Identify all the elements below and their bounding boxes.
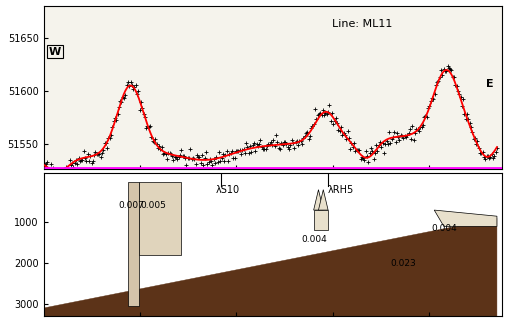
Text: E: E	[486, 79, 494, 89]
Text: 0.004: 0.004	[302, 235, 327, 244]
Polygon shape	[318, 190, 328, 210]
Text: W: W	[49, 47, 61, 57]
Text: 0.005: 0.005	[140, 201, 166, 210]
Polygon shape	[128, 181, 139, 306]
Text: λRH5: λRH5	[328, 185, 354, 195]
Polygon shape	[44, 218, 497, 316]
Text: λS10: λS10	[216, 185, 240, 195]
Text: 0.023: 0.023	[391, 259, 417, 268]
Polygon shape	[139, 181, 181, 255]
Polygon shape	[314, 210, 328, 230]
Text: 0.007: 0.007	[118, 201, 144, 210]
Polygon shape	[314, 190, 323, 210]
Text: 0.004: 0.004	[432, 224, 458, 233]
Text: Line: ML11: Line: ML11	[332, 19, 393, 30]
Polygon shape	[434, 210, 497, 226]
